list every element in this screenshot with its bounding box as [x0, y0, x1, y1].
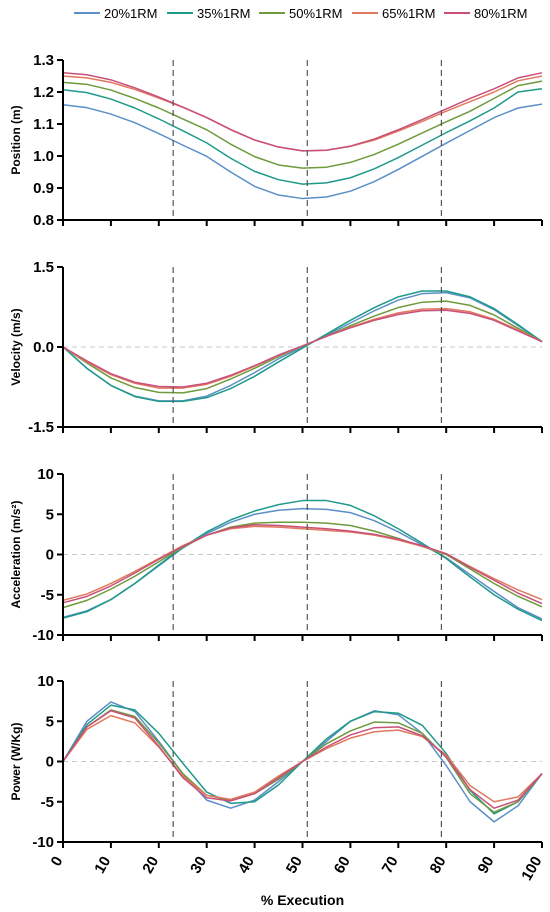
- y-axis-title: Acceleration (m/s²): [9, 500, 23, 608]
- y-tick-label: 0: [46, 754, 54, 771]
- x-tick-label: 70: [379, 854, 402, 877]
- y-tick-label: -10: [32, 627, 54, 644]
- y-tick-label: 1.5: [33, 259, 54, 276]
- y-tick-label: -5: [41, 794, 54, 811]
- y-tick-label: 0.8: [33, 212, 54, 229]
- legend-label: 20%1RM: [104, 6, 157, 21]
- y-tick-label: -5: [41, 587, 54, 604]
- legend-label: 80%1RM: [474, 6, 527, 21]
- y-tick-label: 0.9: [33, 180, 54, 197]
- y-tick-label: -10: [32, 834, 54, 851]
- y-tick-label: 1.2: [33, 84, 54, 101]
- x-tick-label: 10: [91, 854, 114, 877]
- y-tick-label: 5: [46, 713, 54, 730]
- x-tick-label: 40: [235, 854, 258, 877]
- chart-panels: 0.8 0.9 1.0 1.1 1.2 1.3 Position (m) -1.5 0.0 1.5…: [9, 52, 545, 908]
- y-tick-label: 1.0: [33, 148, 54, 165]
- x-tick-label: 90: [474, 854, 497, 877]
- series-line-35-1rm: [62, 499, 543, 622]
- x-tick-label: 20: [139, 854, 162, 877]
- series-line-35-1rm: [62, 704, 543, 815]
- series-line-35-1rm: [62, 290, 543, 403]
- series-line-65-1rm: [62, 525, 543, 602]
- series-line-80-1rm: [62, 72, 543, 152]
- panel-2: -10 -5 0 5 10 Acceleration (m/s²): [9, 466, 543, 644]
- legend-item-80-1rm: 80%1RM: [444, 6, 527, 21]
- x-tick-label: 0: [48, 854, 67, 870]
- series-line-80-1rm: [62, 710, 543, 809]
- x-tick-label: 50: [283, 854, 306, 877]
- x-axis-title: % Execution: [261, 892, 344, 908]
- y-axis-title: Position (m): [9, 105, 23, 174]
- panel-3: -10 -5 0 5 10 Power (W/Kg) 0 10 20 30 40 50 60 70 80 90…: [9, 673, 545, 908]
- x-tick-label: 30: [187, 854, 210, 877]
- y-tick-label: 1.3: [33, 52, 54, 69]
- series-line-35-1rm: [62, 88, 543, 185]
- y-axis-title: Velocity (m/s): [9, 308, 23, 385]
- x-tick-label: 60: [331, 854, 354, 877]
- y-tick-label: 1.1: [33, 116, 54, 133]
- legend-item-35-1rm: 35%1RM: [167, 6, 250, 21]
- series-line-50-1rm: [62, 80, 543, 169]
- panel-0: 0.8 0.9 1.0 1.1 1.2 1.3 Position (m): [9, 52, 543, 229]
- y-tick-label: 0.0: [33, 339, 54, 356]
- y-tick-label: 10: [37, 466, 54, 483]
- series-line-20-1rm: [62, 103, 543, 200]
- y-tick-label: 5: [46, 506, 54, 523]
- legend-label: 35%1RM: [197, 6, 250, 21]
- x-tick-label: 80: [427, 854, 450, 877]
- legend-label: 50%1RM: [289, 6, 342, 21]
- panel-1: -1.5 0.0 1.5 Velocity (m/s): [9, 259, 543, 436]
- legend-item-50-1rm: 50%1RM: [259, 6, 342, 21]
- series-line-80-1rm: [62, 309, 543, 388]
- legend-label: 65%1RM: [382, 6, 435, 21]
- legend-item-20-1rm: 20%1RM: [74, 6, 157, 21]
- legend: 20%1RM 35%1RM 50%1RM 65%1RM 80%1RM: [74, 6, 527, 21]
- series-line-20-1rm: [62, 507, 543, 620]
- series-line-50-1rm: [62, 521, 543, 609]
- x-tick-label: 100: [518, 854, 545, 884]
- series-line-80-1rm: [62, 523, 543, 605]
- y-tick-label: -1.5: [28, 419, 54, 436]
- y-axis-title: Power (W/Kg): [9, 723, 23, 801]
- legend-item-65-1rm: 65%1RM: [352, 6, 435, 21]
- y-tick-label: 10: [37, 673, 54, 690]
- y-tick-label: 0: [46, 547, 54, 564]
